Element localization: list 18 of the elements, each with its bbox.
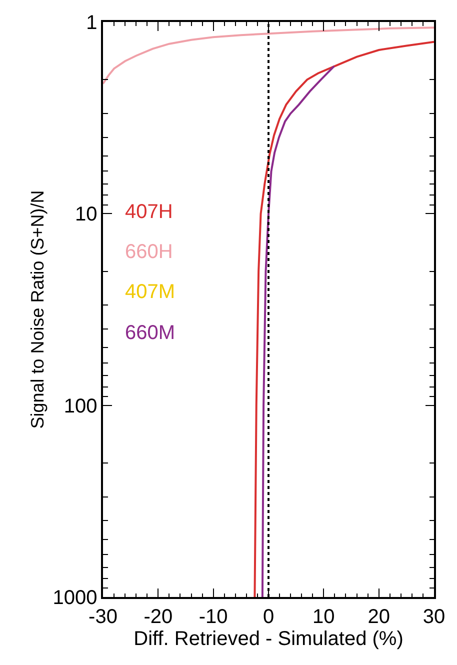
x-axis-title: Diff. Retrieved - Simulated (%) [134,628,404,650]
line-series [103,26,434,85]
x-tick-label: 20 [368,606,390,628]
y-axis-title: Signal to Noise Ratio (S+N)/N [27,190,48,429]
text: 660M [125,322,176,344]
legend-label: 407M [125,281,176,303]
y-tick-label: 100 [64,395,98,418]
x-tick-label: 0 [262,606,274,628]
line-series [254,40,434,597]
x-tick-label: 10 [312,606,335,628]
x-tick-label: -10 [198,606,228,628]
x-tick-label: -20 [144,606,173,628]
y-tick-label: 1 [86,12,98,34]
text: 407H [125,201,173,223]
line-series [261,65,336,597]
y-tick-label: 10 [75,204,98,226]
text: 660H [125,241,173,263]
x-tick-label: 30 [422,606,446,628]
